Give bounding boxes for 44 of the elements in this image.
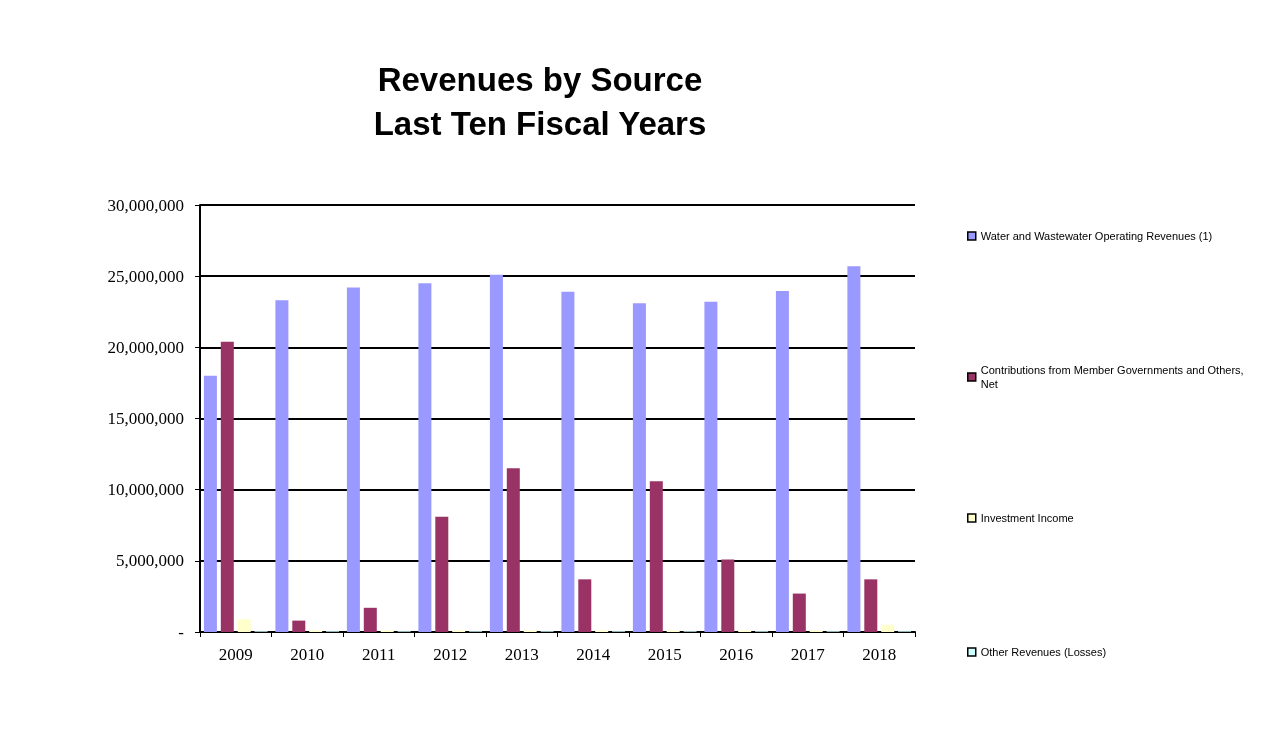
legend-label: Other Revenues (Losses): [980, 646, 1107, 658]
x-tick-label: 2018: [862, 645, 897, 664]
bar: [506, 468, 520, 632]
y-tick-label: 15,000,000: [107, 409, 184, 428]
bar: [220, 341, 234, 632]
bar: [489, 274, 503, 632]
bar: [203, 375, 217, 632]
bar: [649, 481, 663, 632]
bar: [721, 559, 735, 632]
x-tick-label: 2015: [647, 645, 682, 664]
x-tick-label: 2012: [433, 645, 468, 664]
bar: [847, 266, 861, 632]
x-tick-label: 2017: [790, 645, 826, 664]
bar: [704, 301, 718, 632]
bar: [775, 291, 789, 632]
x-tick-label: 2014: [576, 645, 611, 664]
bar: [881, 624, 895, 632]
bar: [578, 579, 592, 632]
bar: [561, 291, 575, 632]
bar: [363, 607, 377, 632]
legend-label: Contributions from Member Governments and Others, Net: [980, 364, 1247, 390]
chart-title: Revenues by Source Last Ten Fiscal Years: [373, 60, 707, 142]
legend-label: Investment Income: [980, 512, 1074, 524]
bar: [346, 287, 360, 632]
bar: [864, 579, 878, 632]
y-tick-label: -: [178, 622, 185, 642]
bar: [632, 303, 646, 632]
legend-label: Water and Wastewater Operating Revenues (1): [980, 230, 1213, 242]
x-tick-label: 2010: [290, 645, 325, 664]
x-tick-label: 2009: [218, 645, 253, 664]
y-tick-label: 20,000,000: [107, 337, 184, 357]
bar: [237, 619, 251, 632]
y-tick-label: 10,000,000: [107, 480, 184, 500]
y-tick-label: 25,000,000: [107, 266, 184, 286]
bar: [418, 283, 432, 632]
y-tick-label: 5,000,000: [116, 551, 184, 571]
x-tick-label: 2011: [362, 645, 396, 664]
x-tick-label: 2016: [719, 645, 754, 664]
bar: [275, 300, 289, 632]
bar: [792, 593, 806, 632]
x-tick-label: 2013: [504, 645, 539, 664]
bar: [435, 516, 449, 632]
y-tick-label: 30,000,000: [107, 195, 184, 215]
bar: [292, 620, 306, 632]
